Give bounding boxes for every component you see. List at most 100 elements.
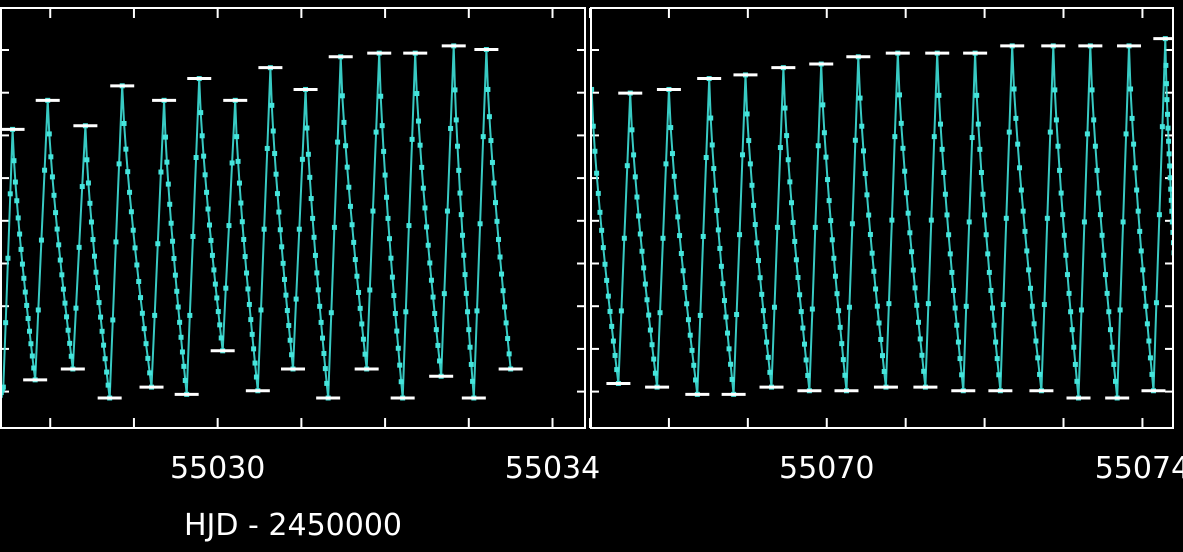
data-point bbox=[737, 232, 743, 238]
data-point bbox=[815, 143, 821, 149]
data-point bbox=[283, 292, 289, 298]
data-point bbox=[84, 157, 90, 163]
data-point bbox=[771, 304, 777, 310]
data-point bbox=[503, 320, 509, 326]
data-point bbox=[668, 125, 674, 131]
data-point bbox=[93, 269, 99, 275]
data-point bbox=[1135, 208, 1141, 214]
data-point bbox=[1018, 187, 1024, 193]
data-point bbox=[1031, 321, 1037, 327]
data-point bbox=[1146, 338, 1152, 344]
data-point bbox=[1164, 111, 1170, 117]
data-point bbox=[2, 390, 4, 396]
data-point bbox=[456, 167, 462, 173]
data-point bbox=[700, 233, 706, 239]
data-point bbox=[917, 336, 923, 342]
data-point bbox=[1055, 143, 1061, 149]
panel-frame bbox=[0, 7, 586, 429]
data-point bbox=[279, 244, 285, 250]
data-point bbox=[957, 356, 963, 362]
data-point bbox=[73, 305, 79, 311]
data-point bbox=[248, 317, 254, 323]
data-point bbox=[212, 281, 218, 287]
data-point bbox=[249, 331, 255, 337]
data-point bbox=[621, 235, 627, 241]
data-point bbox=[1072, 361, 1078, 367]
data-point bbox=[96, 300, 102, 306]
data-point bbox=[605, 293, 611, 299]
data-point bbox=[1064, 272, 1070, 278]
data-point bbox=[415, 118, 421, 124]
data-point bbox=[852, 137, 858, 143]
data-point bbox=[346, 184, 352, 190]
data-point bbox=[251, 346, 257, 352]
data-point bbox=[1037, 371, 1043, 377]
data-point bbox=[764, 339, 770, 345]
data-point bbox=[29, 353, 35, 359]
data-point bbox=[952, 305, 958, 311]
data-point bbox=[19, 261, 25, 267]
data-point bbox=[143, 341, 149, 347]
data-point bbox=[270, 128, 276, 134]
data-point bbox=[637, 231, 643, 237]
data-point bbox=[223, 285, 229, 291]
data-point bbox=[318, 319, 324, 325]
data-point bbox=[714, 208, 720, 214]
data-point bbox=[87, 200, 93, 206]
data-point bbox=[693, 377, 699, 383]
data-point bbox=[1140, 267, 1146, 273]
data-point bbox=[921, 368, 927, 374]
data-point bbox=[1089, 87, 1095, 93]
data-point bbox=[675, 214, 681, 220]
data-point bbox=[27, 328, 33, 334]
data-point bbox=[757, 275, 763, 281]
data-point bbox=[320, 335, 326, 341]
data-point bbox=[823, 154, 829, 160]
data-point bbox=[765, 354, 771, 360]
data-point bbox=[1071, 344, 1077, 350]
data-point bbox=[17, 231, 23, 237]
data-point bbox=[792, 238, 798, 244]
data-point bbox=[235, 158, 241, 164]
data-point bbox=[152, 312, 158, 318]
data-point bbox=[1169, 219, 1172, 225]
data-point bbox=[1097, 212, 1103, 218]
data-point bbox=[38, 237, 44, 243]
data-point bbox=[99, 328, 105, 334]
data-point bbox=[65, 327, 71, 333]
data-point bbox=[1170, 240, 1172, 246]
data-point bbox=[354, 273, 360, 279]
data-point bbox=[324, 380, 330, 386]
data-point bbox=[491, 180, 497, 186]
data-point bbox=[62, 300, 68, 306]
data-point bbox=[1123, 131, 1129, 137]
data-point bbox=[305, 151, 311, 157]
data-point bbox=[132, 245, 138, 251]
data-point bbox=[1022, 228, 1028, 234]
data-point bbox=[359, 321, 365, 327]
data-point bbox=[1024, 248, 1030, 254]
data-point bbox=[273, 171, 279, 177]
data-point bbox=[168, 220, 174, 226]
data-point bbox=[458, 212, 464, 218]
data-point bbox=[677, 233, 683, 239]
data-point bbox=[846, 304, 852, 310]
data-point bbox=[172, 272, 178, 278]
data-point bbox=[49, 174, 55, 180]
data-point bbox=[420, 185, 426, 191]
data-point bbox=[728, 361, 734, 367]
data-point bbox=[468, 361, 474, 367]
data-point bbox=[717, 245, 723, 251]
data-point bbox=[2, 384, 6, 390]
data-point bbox=[357, 305, 363, 311]
data-point bbox=[618, 308, 624, 314]
data-point bbox=[1092, 143, 1098, 149]
data-point bbox=[669, 151, 675, 157]
data-point bbox=[1020, 208, 1026, 214]
data-point bbox=[684, 301, 690, 307]
data-point bbox=[277, 227, 283, 233]
data-point bbox=[1013, 115, 1019, 121]
data-point bbox=[64, 314, 70, 320]
x-tick-label: 55074 bbox=[1095, 451, 1183, 486]
data-point bbox=[406, 223, 412, 229]
